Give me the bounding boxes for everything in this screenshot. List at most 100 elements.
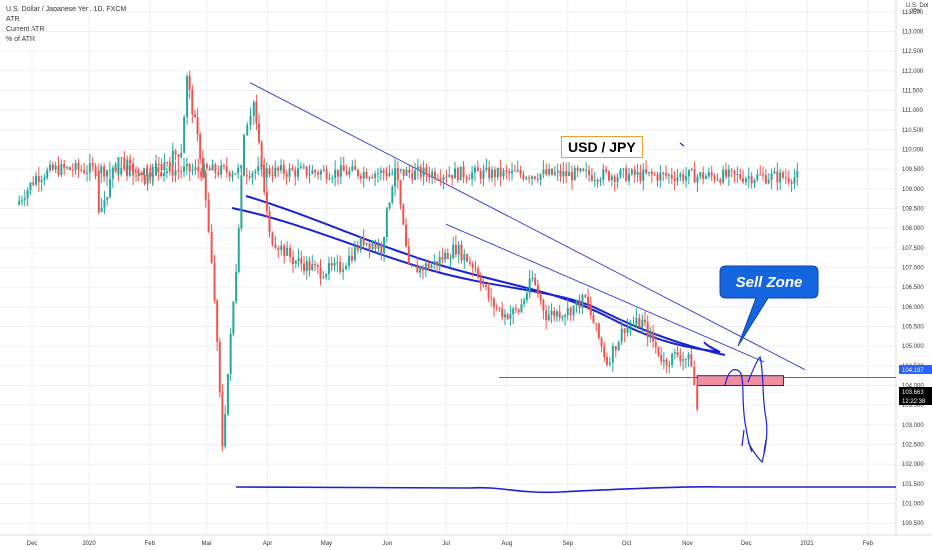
- candle-body: [54, 165, 57, 170]
- base-curve: [235, 486, 896, 494]
- y-tick-label: 113.000: [902, 29, 924, 35]
- candle-body: [744, 178, 747, 182]
- candle-body: [362, 171, 365, 179]
- candle-body: [185, 163, 188, 167]
- candle-body: [441, 257, 444, 260]
- candle-body: [477, 268, 480, 278]
- y-tick-label: 102.000: [902, 462, 924, 468]
- candle-body: [177, 154, 180, 158]
- candle-body: [345, 171, 348, 175]
- candle-body: [316, 264, 319, 267]
- candle-body: [342, 269, 345, 272]
- candle-body: [584, 295, 587, 298]
- candle-body: [438, 257, 441, 265]
- candle-body: [120, 157, 123, 159]
- x-tick-label: Jul: [442, 541, 450, 547]
- candle-body: [319, 266, 322, 279]
- candle-body: [525, 177, 528, 179]
- pair-title-box[interactable]: USD / JPY: [561, 136, 643, 158]
- price-tag-label: 103.663: [902, 390, 924, 396]
- candle-body: [626, 326, 629, 333]
- candle-body: [123, 157, 126, 170]
- y-tick-label: 110.500: [902, 128, 924, 134]
- candle-body: [473, 167, 476, 173]
- candle-body: [365, 171, 368, 179]
- candle-body: [120, 167, 123, 175]
- y-tick-label: 113.500: [902, 10, 924, 16]
- y-tick-label: 111.000: [902, 108, 923, 114]
- legend: U.S. Dollar / Japanese Yen, 1D, FXCM ATR…: [6, 5, 126, 45]
- candle-body: [405, 224, 408, 247]
- candle-body: [368, 242, 371, 249]
- candle-body: [492, 298, 495, 308]
- candle-body: [165, 171, 168, 174]
- candle-body: [271, 232, 274, 245]
- legend-indicator-atr[interactable]: ATR: [6, 16, 20, 23]
- candle-body: [620, 328, 623, 342]
- candle-body: [26, 190, 29, 199]
- candle-body: [149, 172, 152, 177]
- x-tick-label: Feb: [145, 541, 156, 547]
- candle-body: [220, 165, 223, 175]
- candle-body: [776, 171, 779, 183]
- candle-body: [221, 392, 224, 447]
- candle-body: [742, 178, 745, 182]
- candle-body: [750, 176, 753, 184]
- candle-body: [516, 170, 519, 172]
- y-tick-label: 110.000: [902, 147, 924, 153]
- candle-body: [91, 163, 94, 167]
- candle-body: [490, 297, 493, 299]
- candle-body: [317, 172, 320, 175]
- y-tick-label: 108.500: [902, 206, 924, 212]
- stray-mark: [679, 142, 685, 147]
- legend-indicator-current-atr[interactable]: Current ATR: [6, 26, 45, 33]
- candle-body: [374, 173, 377, 178]
- candle-body: [57, 165, 60, 175]
- x-tick-label: Dec: [741, 541, 752, 547]
- candle-body: [513, 170, 516, 172]
- candle-body: [183, 166, 186, 172]
- candle-body: [643, 319, 646, 323]
- candle-body: [611, 346, 614, 363]
- candle-body: [642, 169, 645, 181]
- candle-body: [759, 174, 762, 176]
- candle-body: [639, 171, 642, 181]
- candle-body: [498, 307, 501, 309]
- candle-body: [88, 163, 91, 173]
- candle-body: [595, 323, 598, 325]
- candle-body: [97, 171, 100, 213]
- legend-indicator-percent-atr[interactable]: % of ATR: [6, 36, 36, 43]
- candle-body: [539, 174, 542, 180]
- candle-body: [733, 170, 736, 174]
- candle-body: [682, 174, 685, 181]
- candle-body: [274, 167, 277, 177]
- candle-body: [419, 166, 422, 177]
- candle-body: [657, 346, 660, 356]
- candle-body: [333, 262, 336, 266]
- candle-body: [208, 168, 211, 171]
- candle-body: [436, 261, 439, 265]
- candle-body: [94, 166, 97, 177]
- candle-body: [593, 179, 596, 181]
- candle-body: [547, 314, 550, 320]
- candle-body: [629, 325, 632, 327]
- candle-body: [201, 158, 204, 173]
- x-tick-label: Oct: [622, 541, 632, 547]
- candle-body: [710, 172, 713, 176]
- candle-body: [277, 248, 280, 251]
- x-tick-label: 2020: [82, 541, 96, 547]
- legend-symbol: U.S. Dollar / Japanese Yen, 1D, FXCM: [6, 6, 127, 13]
- candle-body: [662, 172, 665, 174]
- y-tick-label: 105.000: [902, 344, 924, 350]
- candle-body: [347, 255, 350, 266]
- sell-zone-callout[interactable]: Sell Zone: [716, 262, 826, 352]
- candle-body: [442, 176, 445, 181]
- candle-body: [556, 170, 559, 173]
- candles: [18, 70, 799, 452]
- candle-body: [679, 355, 682, 361]
- candle-body: [579, 168, 582, 171]
- candle-body: [354, 166, 357, 170]
- candle-body: [462, 166, 465, 178]
- candle-body: [553, 311, 556, 317]
